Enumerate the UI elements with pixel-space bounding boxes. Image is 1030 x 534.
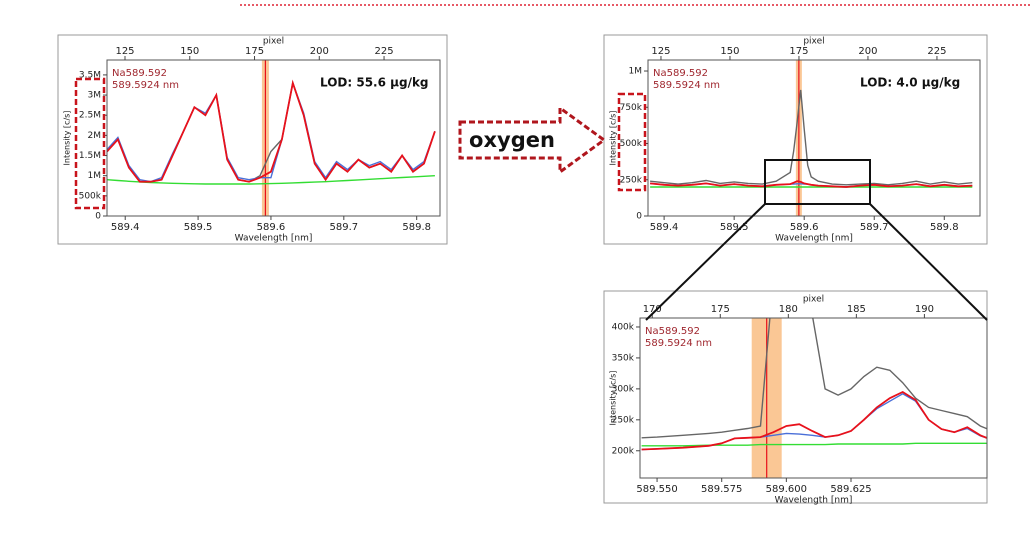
y-tick-label: 1.5M [79,151,101,161]
x-tick-label: 589.5 [720,222,749,233]
zoom-line [645,203,766,321]
element-label: Na589.592 [645,326,700,337]
series-line [650,180,973,188]
y-tick-label: 500k [79,191,102,201]
element-label: Na589.592 [653,68,708,79]
x-tick-label: 589.7 [860,222,889,233]
y-tick-label: 2M [88,131,102,141]
marker-label: 589.5924 nm [653,80,720,91]
plot-frame [106,59,441,217]
highlight-box [617,92,647,192]
series-line [641,390,987,451]
x-tick-label: 589.4 [111,222,140,233]
y-tick-label: 400k [612,322,635,332]
marker-label: 589.5924 nm [645,338,712,349]
x2-tick-label: 200 [858,46,877,57]
x2-tick-label: 125 [651,46,670,57]
x2-tick-label: 150 [180,46,199,57]
highlight-box [74,77,106,210]
x-tick-label: 589.600 [766,484,807,495]
x-tick-label: 589.575 [701,484,742,495]
x-tick-label: 589.7 [329,222,358,233]
arrow-label: oxygen [469,128,555,152]
panel [603,290,988,504]
y-tick-label: 2.5M [79,111,101,121]
series-line [641,318,987,439]
lod-annotation: LOD: 55.6 µg/kg [320,76,429,90]
y-tick-label: 0 [636,212,642,222]
x2-tick-label: 180 [779,304,798,315]
x2-tick-label: 175 [789,46,808,57]
y-tick-label: 500k [620,139,643,149]
x-tick-label: 589.5 [184,222,213,233]
panel [57,34,448,245]
y-tick-label: 350k [612,353,635,363]
y-tick-label: 1M [88,171,102,181]
y-tick-label: 750k [620,103,643,113]
x2-tick-label: 225 [374,46,393,57]
x-tick-label: 589.550 [636,484,677,495]
x2-tick-label: 200 [310,46,329,57]
x-axis-label: Wavelength [nm] [775,496,853,506]
element-label: Na589.592 [112,68,167,79]
x2-axis-label: pixel [803,37,824,47]
x-tick-label: 589.8 [402,222,431,233]
x2-axis-label: pixel [263,37,284,47]
y-tick-label: 250k [612,415,635,425]
y-tick-label: 3.5M [79,70,101,80]
y-tick-label: 250k [620,175,643,185]
series-line [650,89,973,186]
charts: 589.4 589.5 589.6 589.7 589.8 125 150 175 200 225… [57,34,988,506]
x-tick-label: 589.6 [257,222,286,233]
x2-tick-label: 225 [927,46,946,57]
y-axis-label: Intensity [c/s] [609,111,618,166]
x-tick-label: 589.6 [790,222,819,233]
x-tick-label: 589.625 [830,484,871,495]
x-axis-label: Wavelength [nm] [235,234,313,244]
x2-tick-label: 185 [847,304,866,315]
x2-tick-label: 190 [915,304,934,315]
x-axis-label: Wavelength [nm] [775,234,853,244]
y-tick-label: 1M [629,67,643,77]
y-tick-label: 3M [88,91,102,101]
zoom-line [869,203,988,321]
x2-tick-label: 125 [115,46,134,57]
plot-frame [647,59,981,217]
series-line [641,442,987,447]
x2-axis-label: pixel [803,295,824,305]
x-tick-label: 589.4 [650,222,679,233]
zoom-box [764,159,871,205]
arrow [458,105,607,175]
series-line [107,79,436,183]
y-tick-label: 300k [612,384,635,394]
chart: 589.4 589.5 589.6 589.7 589.8 125 150 175 200 225… [603,34,988,245]
x-tick-label: 589.8 [930,222,959,233]
x2-tick-label: 150 [720,46,739,57]
y-axis-label: Intensity [c/s] [63,111,72,166]
marker-label: 589.5924 nm [112,80,179,91]
series-line [107,175,435,185]
x2-tick-label: 175 [245,46,264,57]
x2-tick-label: 170 [643,304,662,315]
x2-tick-label: 175 [711,304,730,315]
plot-frame [639,317,988,479]
y-axis-label: Intensity [c/s] [609,371,618,426]
chart: 589.550 589.575 589.600 589.625 170 175 180 185… [603,290,988,506]
lod-annotation: LOD: 4.0 µg/kg [860,76,960,90]
y-tick-label: 0 [95,212,101,222]
y-tick-label: 200k [612,446,635,456]
chart: 589.4 589.5 589.6 589.7 589.8 125 150 175 200 225… [57,34,448,245]
